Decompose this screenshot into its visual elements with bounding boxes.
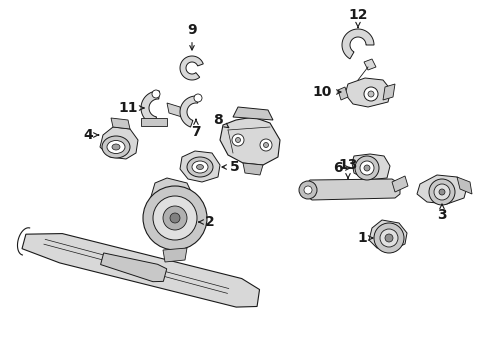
Polygon shape xyxy=(338,87,348,100)
Circle shape xyxy=(439,189,445,195)
Circle shape xyxy=(374,223,404,253)
Polygon shape xyxy=(220,117,280,165)
Polygon shape xyxy=(243,163,263,175)
Polygon shape xyxy=(111,118,130,129)
Circle shape xyxy=(368,91,374,97)
Ellipse shape xyxy=(112,144,120,150)
Circle shape xyxy=(260,139,272,151)
Text: 6: 6 xyxy=(333,161,350,175)
Text: 2: 2 xyxy=(199,215,215,229)
Polygon shape xyxy=(364,59,376,70)
Text: 5: 5 xyxy=(222,160,240,174)
Circle shape xyxy=(364,87,378,101)
Polygon shape xyxy=(233,107,273,120)
Text: 10: 10 xyxy=(312,85,341,99)
Circle shape xyxy=(429,179,455,205)
Circle shape xyxy=(232,134,244,146)
Circle shape xyxy=(385,234,393,242)
Polygon shape xyxy=(342,29,374,59)
Circle shape xyxy=(434,184,450,200)
Polygon shape xyxy=(383,84,395,100)
Ellipse shape xyxy=(107,140,125,153)
Circle shape xyxy=(304,186,312,194)
Text: 4: 4 xyxy=(83,128,98,142)
Text: 1: 1 xyxy=(357,231,373,245)
Polygon shape xyxy=(22,234,260,307)
Text: 9: 9 xyxy=(187,23,197,50)
Polygon shape xyxy=(180,151,220,182)
Circle shape xyxy=(236,138,241,143)
Text: 7: 7 xyxy=(191,120,201,139)
Polygon shape xyxy=(392,176,408,192)
Text: 12: 12 xyxy=(348,8,368,28)
Circle shape xyxy=(360,161,374,175)
Polygon shape xyxy=(100,127,138,159)
Polygon shape xyxy=(141,118,167,126)
Circle shape xyxy=(163,206,187,230)
Polygon shape xyxy=(167,103,182,117)
Text: 11: 11 xyxy=(118,101,144,115)
Circle shape xyxy=(152,90,160,98)
Polygon shape xyxy=(457,177,472,194)
Circle shape xyxy=(364,165,370,171)
Ellipse shape xyxy=(196,165,203,170)
Polygon shape xyxy=(352,154,390,180)
Circle shape xyxy=(264,143,269,148)
Circle shape xyxy=(153,196,197,240)
Polygon shape xyxy=(150,178,195,220)
Circle shape xyxy=(194,94,202,102)
Polygon shape xyxy=(141,91,159,125)
Ellipse shape xyxy=(187,157,213,177)
Polygon shape xyxy=(417,175,467,204)
Circle shape xyxy=(143,186,207,250)
Circle shape xyxy=(355,156,379,180)
Polygon shape xyxy=(369,220,407,250)
Polygon shape xyxy=(180,56,203,80)
Ellipse shape xyxy=(102,136,130,158)
Polygon shape xyxy=(345,78,391,107)
Polygon shape xyxy=(180,96,199,127)
Circle shape xyxy=(380,229,398,247)
Ellipse shape xyxy=(192,161,208,173)
Polygon shape xyxy=(163,248,187,262)
Text: 8: 8 xyxy=(213,113,229,128)
Text: 13: 13 xyxy=(338,158,358,178)
Circle shape xyxy=(170,213,180,223)
Circle shape xyxy=(299,181,317,199)
Polygon shape xyxy=(100,253,167,282)
Polygon shape xyxy=(305,179,400,200)
Text: 3: 3 xyxy=(437,204,447,222)
